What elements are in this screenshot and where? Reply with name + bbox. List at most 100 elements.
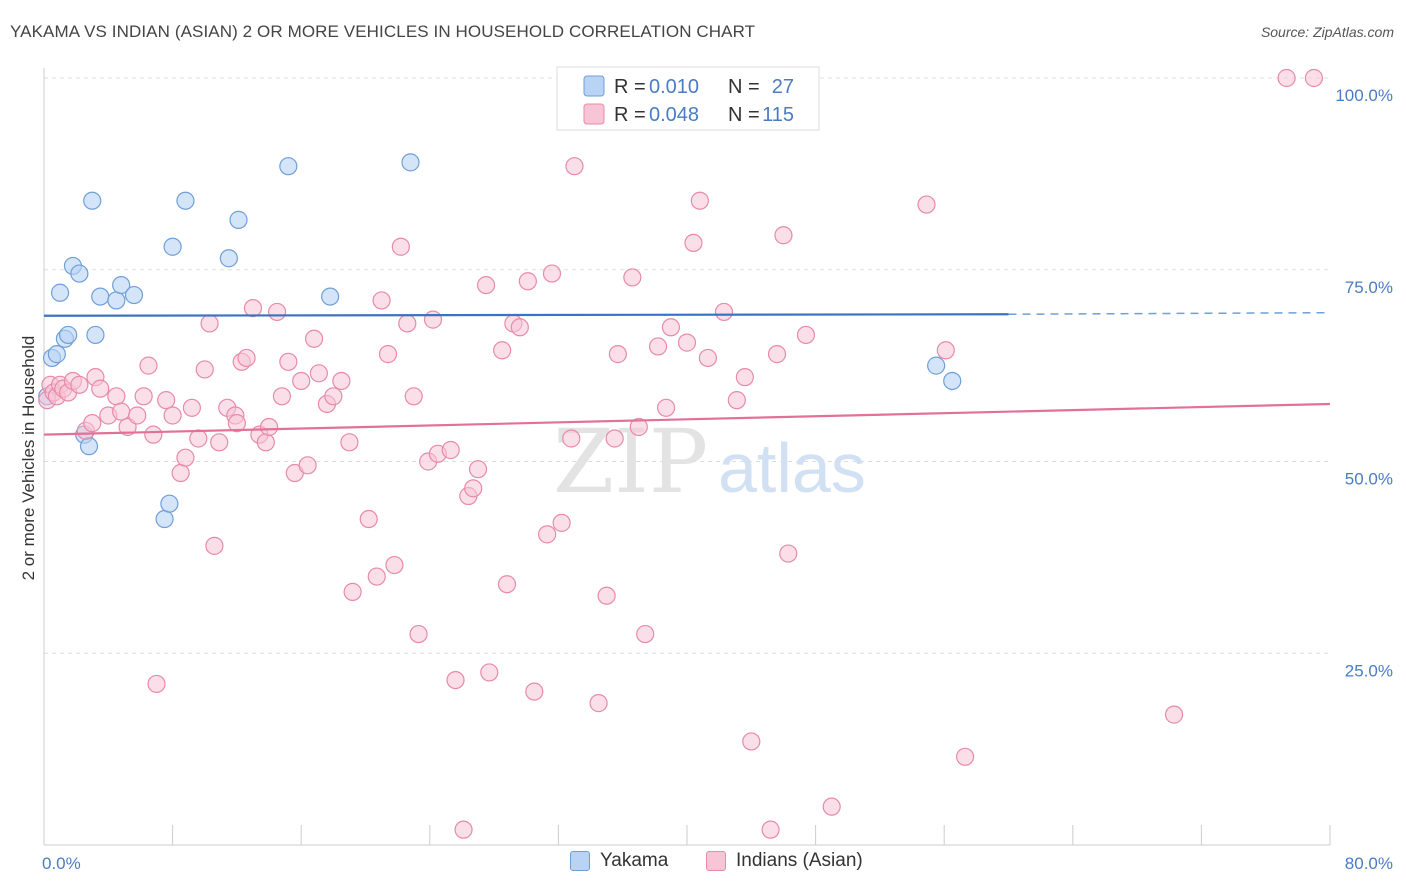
legend-item-indian: Indians (Asian) xyxy=(706,850,863,872)
point-indian-105 xyxy=(779,544,798,563)
source-label: Source: ZipAtlas.com xyxy=(1260,24,1394,40)
point-indian-95 xyxy=(684,233,703,253)
point-indian-81 xyxy=(552,513,571,532)
point-indian-57 xyxy=(385,555,404,575)
point-indian-104 xyxy=(774,226,793,245)
point-indian-79 xyxy=(538,525,557,544)
point-yakama-24 xyxy=(401,153,420,172)
point-indian-15 xyxy=(112,402,131,421)
point-indian-101 xyxy=(742,732,761,751)
point-indian-98 xyxy=(714,302,734,322)
legend-swatch-indian xyxy=(706,851,726,871)
point-indian-103 xyxy=(767,345,787,364)
legend-n-value-1: 115 xyxy=(762,104,794,126)
legend-r-value-1: 0.048 xyxy=(649,104,699,126)
point-indian-24 xyxy=(171,463,190,483)
point-indian-18 xyxy=(134,387,153,406)
series-yakama xyxy=(38,153,962,529)
bottom-legend: Yakama Indians (Asian) xyxy=(0,850,1406,880)
point-yakama-21 xyxy=(229,210,248,229)
point-indian-21 xyxy=(147,674,166,694)
y-tick-label-2: 75.0% xyxy=(1345,278,1393,297)
point-indian-93 xyxy=(661,318,681,337)
point-indian-28 xyxy=(195,360,214,379)
series-indian xyxy=(38,68,1324,839)
point-indian-113 xyxy=(1304,68,1324,88)
point-indian-110 xyxy=(955,747,975,766)
point-indian-85 xyxy=(597,586,616,605)
legend-item-yakama: Yakama xyxy=(570,850,668,872)
point-indian-54 xyxy=(367,567,386,586)
point-indian-22 xyxy=(157,391,176,410)
point-yakama-3 xyxy=(50,283,70,302)
point-yakama-5 xyxy=(59,325,78,345)
point-indian-70 xyxy=(468,460,488,479)
point-yakama-19 xyxy=(176,191,195,210)
point-indian-99 xyxy=(727,391,746,410)
point-yakama-10 xyxy=(83,191,102,210)
point-indian-17 xyxy=(128,406,147,425)
point-yakama-14 xyxy=(112,275,131,295)
point-indian-66 xyxy=(446,670,465,690)
point-indian-109 xyxy=(936,341,955,360)
point-indian-23 xyxy=(163,406,182,425)
point-indian-112 xyxy=(1277,68,1296,88)
point-indian-36 xyxy=(243,299,263,318)
point-indian-20 xyxy=(144,425,163,444)
point-indian-71 xyxy=(476,275,496,295)
point-yakama-2 xyxy=(47,345,66,364)
point-indian-80 xyxy=(542,264,562,283)
trend-lines xyxy=(43,311,1331,436)
point-indian-10 xyxy=(83,414,102,433)
point-yakama-20 xyxy=(219,249,238,268)
point-indian-65 xyxy=(441,440,460,460)
legend-swatch-1 xyxy=(583,103,605,125)
point-indian-42 xyxy=(279,352,298,371)
point-yakama-12 xyxy=(91,287,110,306)
point-yakama-23 xyxy=(321,287,340,306)
point-indian-74 xyxy=(497,575,517,594)
point-indian-87 xyxy=(608,345,627,364)
x-tick-label-0: 0.0% xyxy=(42,854,81,873)
point-indian-84 xyxy=(589,694,608,713)
legend-r-label-0: R = xyxy=(614,76,646,98)
point-indian-45 xyxy=(298,456,317,475)
point-indian-39 xyxy=(259,417,279,437)
point-indian-92 xyxy=(657,398,676,417)
point-yakama-9 xyxy=(79,437,99,456)
legend-r-label-1: R = xyxy=(614,104,646,126)
trend-line-yakama-extension xyxy=(1008,311,1331,315)
y-axis-title: 2 or more Vehicles in Household xyxy=(19,336,38,581)
point-yakama-13 xyxy=(107,291,126,310)
point-indian-108 xyxy=(917,195,936,214)
point-indian-94 xyxy=(677,333,697,352)
point-indian-56 xyxy=(378,345,398,364)
point-indian-27 xyxy=(189,429,208,448)
point-indian-100 xyxy=(735,368,754,387)
point-indian-96 xyxy=(690,191,709,210)
point-indian-76 xyxy=(510,318,529,337)
point-indian-91 xyxy=(648,337,668,356)
point-indian-29 xyxy=(200,314,219,333)
legend-swatch-0 xyxy=(583,75,605,97)
point-indian-72 xyxy=(480,663,499,682)
legend: R = 0.010 N = 27 R = 0.048 N = 115 xyxy=(556,66,820,131)
point-yakama-18 xyxy=(163,237,182,256)
legend-label-indian: Indians (Asian) xyxy=(736,850,863,871)
point-indian-14 xyxy=(107,387,126,406)
point-indian-8 xyxy=(70,375,89,394)
point-indian-114 xyxy=(227,414,246,433)
point-yakama-22 xyxy=(279,157,298,176)
point-yakama-11 xyxy=(86,325,105,345)
point-indian-60 xyxy=(404,387,423,406)
legend-label-yakama: Yakama xyxy=(600,850,669,871)
tick-labels: 25.0% 50.0% 75.0% 100.0% 0.0% 80.0% xyxy=(42,86,1393,873)
point-indian-47 xyxy=(309,364,328,383)
point-yakama-7 xyxy=(70,264,89,283)
point-indian-40 xyxy=(267,302,287,322)
point-indian-97 xyxy=(698,348,717,368)
point-indian-102 xyxy=(761,820,780,839)
point-indian-50 xyxy=(332,371,351,391)
legend-n-label-1: N = xyxy=(728,104,760,126)
